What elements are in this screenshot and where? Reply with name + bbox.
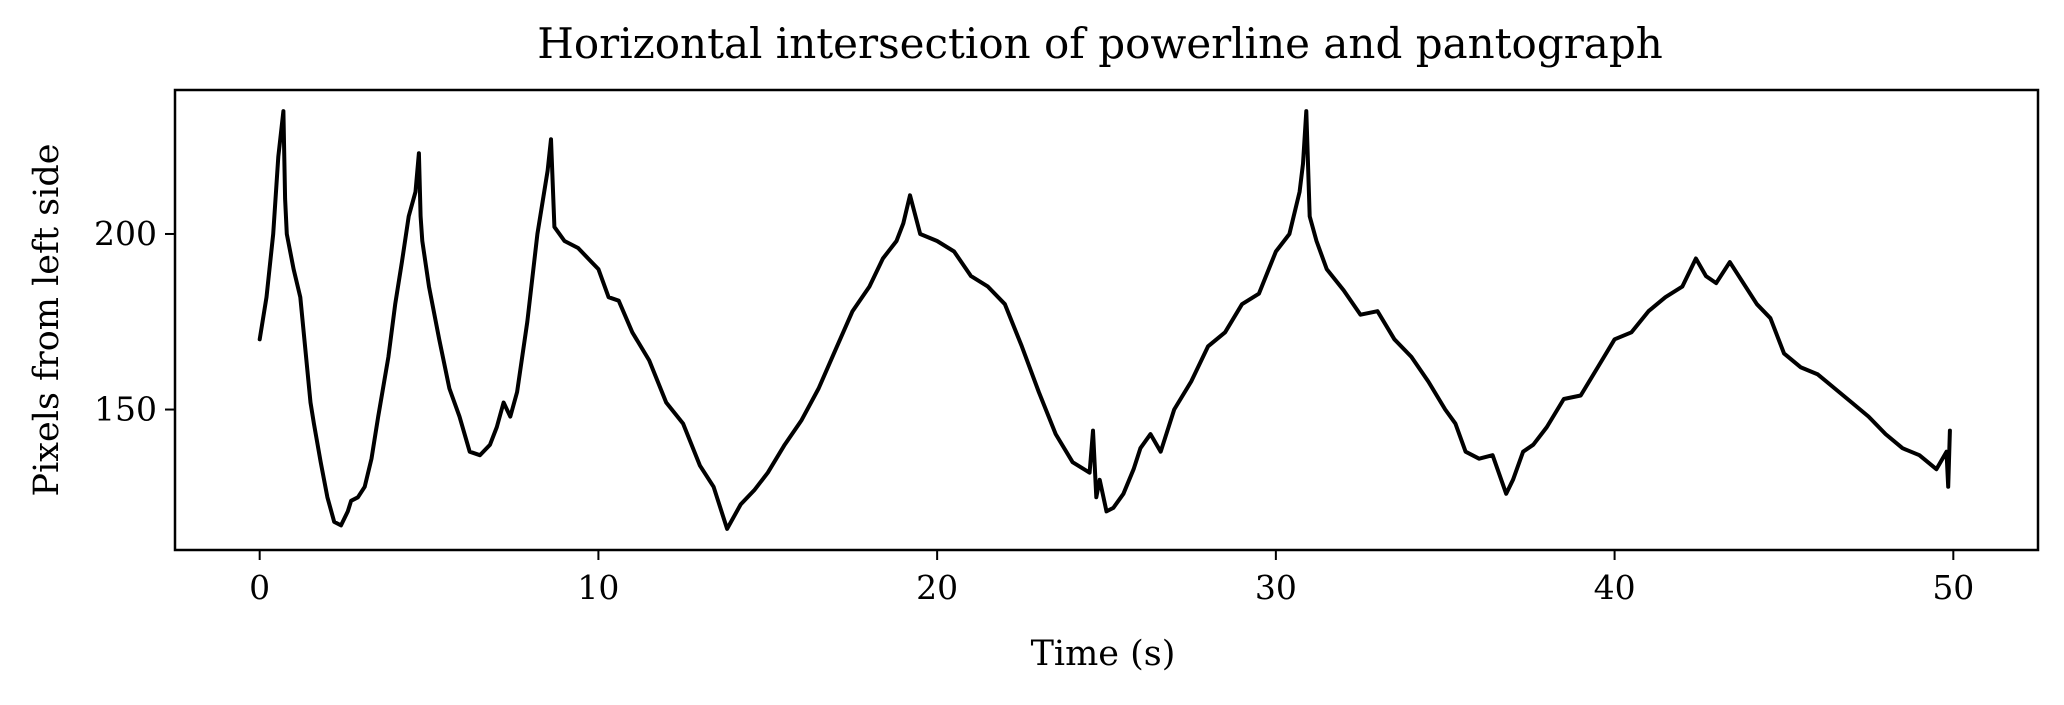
axis-ticks: 0 10 20 30 40 50 150 200: [94, 214, 1974, 607]
x-tick-label: 50: [1932, 568, 1974, 607]
x-tick-label: 40: [1594, 568, 1636, 607]
data-series: [257, 109, 1952, 531]
x-tick-label: 0: [249, 568, 270, 607]
x-tick-label: 30: [1255, 568, 1297, 607]
x-tick-label: 20: [916, 568, 958, 607]
x-tick-label: 10: [577, 568, 619, 607]
y-tick-label: 200: [94, 214, 157, 253]
y-tick-label: 150: [94, 390, 157, 429]
chart-title: Horizontal intersection of powerline and…: [537, 19, 1663, 68]
y-axis-label: Pixels from left side: [27, 144, 67, 497]
x-axis-label: Time (s): [1031, 634, 1176, 674]
plot-frame: [173, 88, 2040, 552]
series-line-0: [257, 109, 1952, 531]
